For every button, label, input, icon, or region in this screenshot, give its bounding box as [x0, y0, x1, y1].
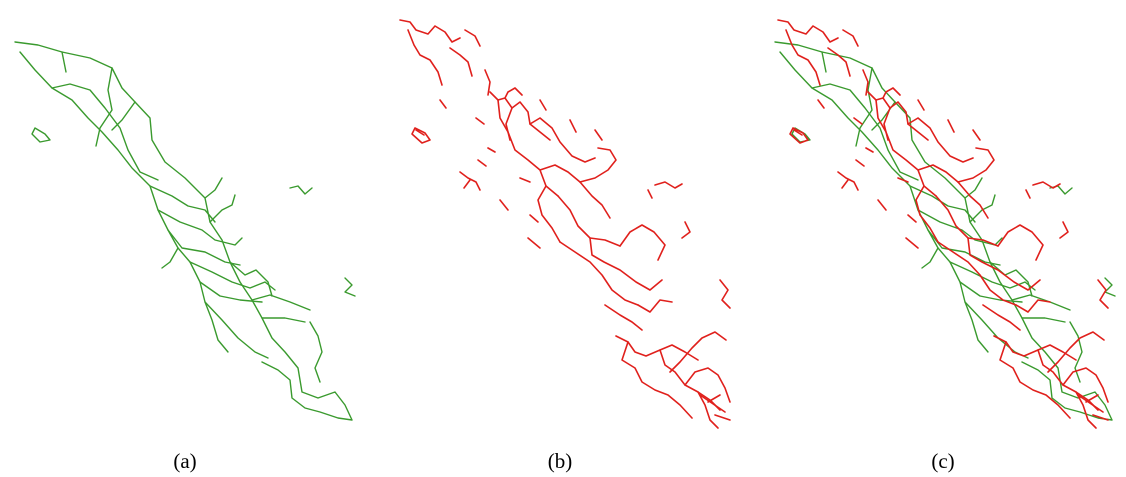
panel-label: (a) — [173, 449, 196, 473]
road-network — [400, 20, 730, 428]
road-network — [775, 42, 1115, 420]
road-network — [15, 42, 355, 420]
panel-label: (c) — [931, 449, 954, 473]
figure: (a) (b) (c) — [0, 0, 1126, 477]
panel-c — [775, 20, 1115, 428]
panel-label: (b) — [548, 449, 573, 473]
panel-b — [400, 20, 730, 428]
road-network — [778, 20, 1108, 428]
panel-a — [15, 42, 355, 420]
